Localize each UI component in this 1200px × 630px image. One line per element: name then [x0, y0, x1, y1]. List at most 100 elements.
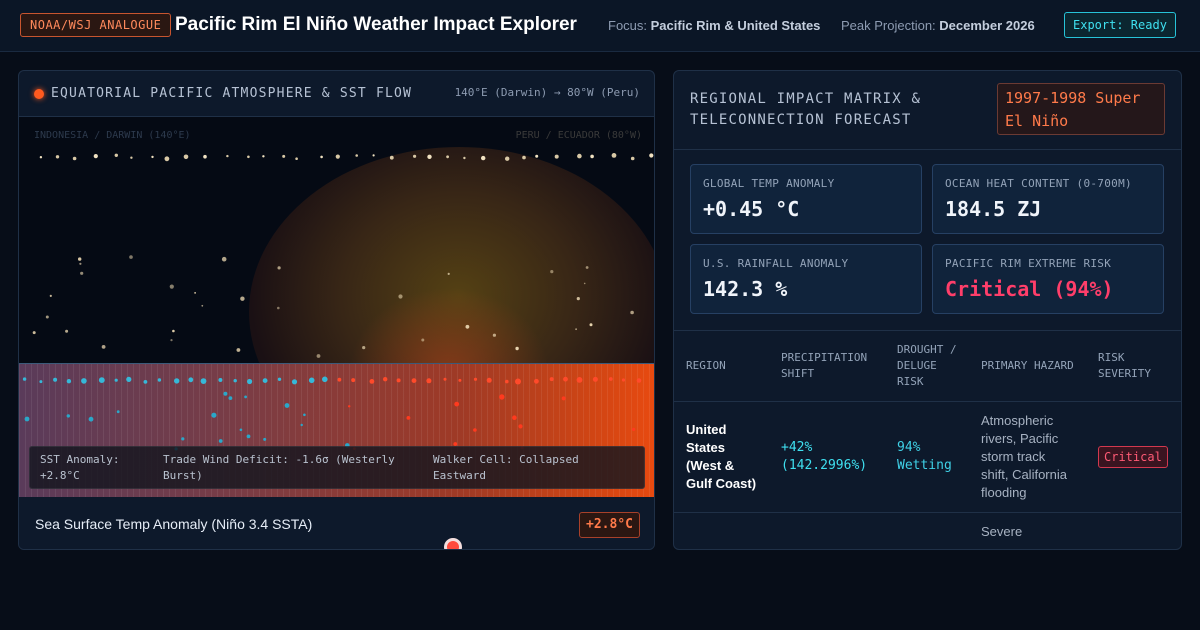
sst-particle: [114, 378, 118, 382]
sst-particle: [411, 378, 417, 383]
column-header-precip[interactable]: PRECIPITATION SHIFT: [769, 331, 885, 402]
wind-particle: [194, 292, 197, 294]
wind-particle: [583, 282, 586, 285]
kpi-value: 142.3 %: [703, 277, 788, 301]
cell-risk: [885, 512, 969, 549]
cell-precip: [769, 512, 885, 549]
wind-particle: [221, 256, 227, 262]
wind-particle: [413, 154, 417, 158]
impact-table-wrap: REGION PRECIPITATION SHIFT DROUGHT / DEL…: [674, 330, 1181, 549]
sst-particle: [181, 437, 185, 441]
focus-meta: Focus: Pacific Rim & United States: [608, 18, 820, 33]
sst-particle: [228, 396, 233, 400]
wind-particle: [49, 294, 52, 297]
wind-particle: [72, 156, 77, 161]
wind-particle: [226, 154, 229, 158]
column-header-hazard[interactable]: PRIMARY HAZARD: [969, 331, 1086, 402]
sst-particle: [22, 377, 27, 381]
sst-particle: [458, 378, 462, 382]
sst-particles: [22, 376, 642, 451]
cell-severity: Critical: [1086, 401, 1181, 513]
sst-particle: [426, 378, 432, 384]
wind-particle: [247, 155, 250, 159]
wind-particle: [80, 271, 84, 275]
wind-particle: [515, 346, 519, 351]
table-row[interactable]: Severe: [674, 512, 1181, 549]
wind-particle: [355, 154, 359, 157]
wind-particle: [240, 296, 245, 301]
cell-precip: +42% (142.2996%): [769, 401, 885, 513]
sst-particle: [406, 416, 411, 420]
wind-particle: [649, 153, 654, 158]
cell-region: United States (West & Gulf Coast): [674, 401, 769, 513]
impact-matrix-title: REGIONAL IMPACT MATRIX & TELECONNECTION …: [690, 91, 922, 128]
sst-particle: [188, 377, 194, 383]
region-label-west: INDONESIA / DARWIN (140°E): [34, 130, 191, 141]
sst-slider-thumb[interactable]: [444, 538, 462, 549]
sst-particle: [239, 428, 243, 432]
wind-particle: [282, 154, 286, 158]
kpi-global-temp: GLOBAL TEMP ANOMALY +0.45 °C: [690, 164, 922, 234]
flow-readout: SST Anomaly: +2.8°C Trade Wind Deficit: …: [29, 446, 645, 489]
longitude-range: 140°E (Darwin) → 80°W (Peru): [454, 86, 640, 99]
impact-table: REGION PRECIPITATION SHIFT DROUGHT / DEL…: [674, 331, 1181, 549]
sst-particle: [534, 378, 539, 384]
sst-particle: [300, 423, 303, 427]
kpi-value: Critical (94%): [945, 277, 1114, 301]
sst-particle: [39, 380, 43, 384]
app-header: NOAA/WSJ ANALOGUE Pacific Rim El Niño We…: [0, 0, 1200, 52]
sst-particle: [369, 379, 375, 384]
column-header-region[interactable]: REGION: [674, 331, 769, 402]
wind-particle: [151, 155, 154, 159]
wind-particle: [575, 328, 577, 331]
wind-particle: [78, 257, 82, 261]
column-header-risk[interactable]: DROUGHT / DELUGE RISK: [885, 331, 969, 402]
table-row[interactable]: United States (West & Gulf Coast) +42% (…: [674, 401, 1181, 513]
sst-particle: [621, 378, 626, 382]
sst-particle: [549, 377, 554, 382]
wind-particle: [32, 331, 36, 335]
sst-anomaly-readout: SST Anomaly: +2.8°C: [40, 453, 120, 482]
sst-control-label: Sea Surface Temp Anomaly (Niño 3.4 SSTA): [35, 516, 313, 532]
wind-particle: [277, 306, 280, 310]
sst-particle: [200, 378, 207, 384]
trade-wind-readout: Trade Wind Deficit: -1.6σ (Westerly Burs…: [163, 453, 395, 482]
column-header-severity[interactable]: RISK SEVERITY: [1086, 331, 1181, 402]
wind-particle: [169, 284, 174, 289]
sst-particle: [512, 415, 517, 420]
sst-particle: [262, 378, 268, 383]
sst-particle: [233, 379, 237, 383]
wind-particle: [611, 153, 617, 158]
sst-particle: [337, 377, 342, 382]
cell-severity: [1086, 512, 1181, 549]
sst-particle: [218, 439, 223, 443]
kpi-us-rainfall: U.S. RAINFALL ANOMALY 142.3 %: [690, 244, 922, 314]
wind-particle: [463, 156, 466, 160]
sst-particle: [143, 380, 148, 384]
sst-particle: [563, 376, 568, 382]
focus-label: Focus:: [608, 18, 648, 33]
source-badge: NOAA/WSJ ANALOGUE: [20, 13, 172, 37]
sst-particle: [88, 416, 94, 422]
wind-particle: [421, 338, 425, 342]
sst-particle: [303, 413, 306, 417]
export-button[interactable]: Export: Ready: [1064, 12, 1176, 38]
wind-particle: [320, 155, 323, 159]
wind-particle: [576, 297, 580, 301]
wind-particle: [389, 155, 394, 160]
sst-particle: [263, 437, 267, 441]
wind-particle: [630, 156, 635, 161]
wind-particle: [446, 155, 449, 159]
atmosphere-visualization: INDONESIA / DARWIN (140°E) PERU / ECUADO…: [19, 117, 654, 363]
sst-particle: [211, 412, 217, 418]
wind-particle: [79, 262, 82, 265]
wind-particle: [427, 154, 432, 159]
wind-particle: [535, 154, 539, 158]
sst-particle: [515, 378, 521, 385]
sst-particle: [473, 428, 477, 432]
wind-particle: [335, 154, 340, 159]
kpi-label: U.S. RAINFALL ANOMALY: [703, 257, 849, 270]
sst-particle: [576, 377, 583, 383]
live-indicator-icon: [34, 89, 44, 99]
wind-particle: [203, 154, 207, 159]
